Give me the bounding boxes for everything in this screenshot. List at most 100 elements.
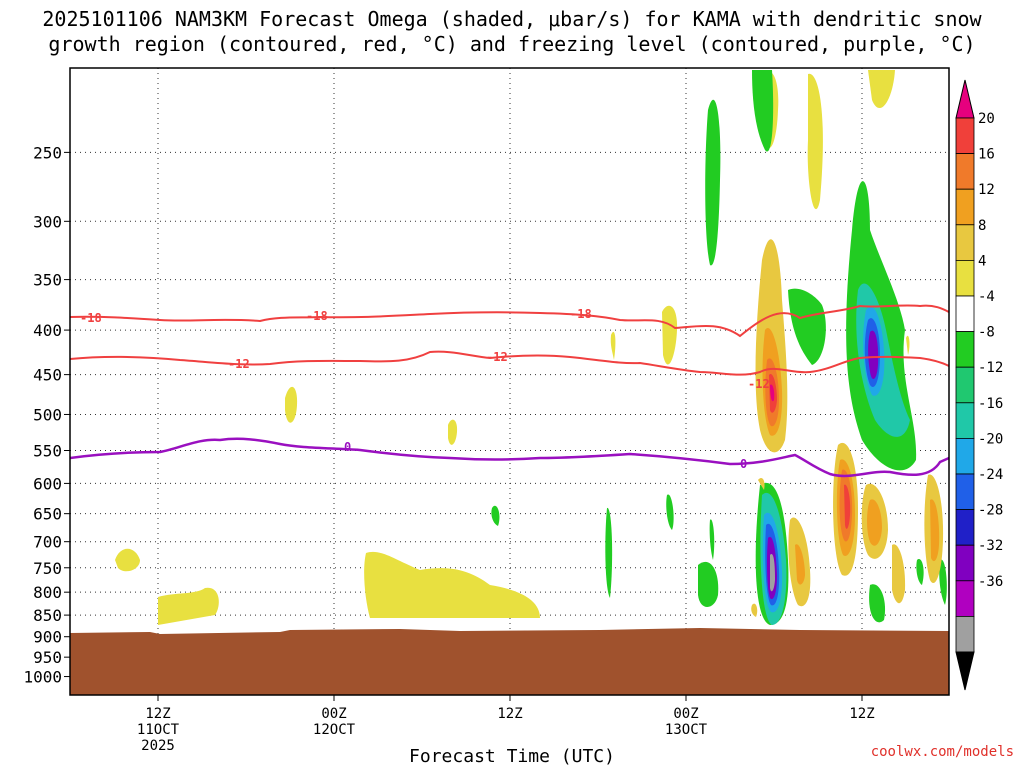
omega-patch <box>115 548 140 572</box>
colorbar-label: 4 <box>978 253 986 269</box>
colorbar-label: -12 <box>978 360 1003 376</box>
y-tick-label: 550 <box>33 442 62 461</box>
omega-patch <box>666 494 674 530</box>
omega-patch <box>758 478 765 490</box>
omega-patch <box>844 484 851 529</box>
y-tick-label: 1000 <box>23 668 62 687</box>
omega-shading <box>115 70 947 625</box>
contour-label: -18 <box>570 307 592 321</box>
omega-patch <box>605 507 613 598</box>
freezing-level-contour <box>70 437 949 478</box>
omega-patch <box>491 505 500 526</box>
omega-patch <box>795 544 805 585</box>
contour-label: 0 <box>740 457 747 471</box>
omega-patch <box>610 331 616 360</box>
y-tick-label: 750 <box>33 559 62 578</box>
y-tick-label: 250 <box>33 143 62 162</box>
colorbar-label: -32 <box>978 538 1003 554</box>
x-tick-label: 12Z <box>145 706 170 722</box>
colorbar-swatch <box>955 509 975 546</box>
x-tick-label: 00Z <box>673 706 698 722</box>
colorbar-label: -4 <box>978 289 995 305</box>
dgz-contours <box>70 304 949 376</box>
colorbar-swatch <box>955 473 975 510</box>
omega-patch <box>868 70 895 109</box>
colorbar-label: -28 <box>978 503 1003 519</box>
colorbar-swatch <box>955 331 975 368</box>
omega-patch <box>751 603 758 617</box>
y-tick-label: 850 <box>33 606 62 625</box>
terrain-fill <box>70 628 949 695</box>
contour-labels: -18 -18 -18 -12 -12 -12 0 0 <box>80 307 770 471</box>
omega-patch <box>770 554 775 592</box>
y-tick-label: 800 <box>33 583 62 602</box>
credit-text: coolwx.com/models <box>870 744 1014 760</box>
colorbar-swatch <box>955 366 975 404</box>
colorbar-swatch <box>955 188 975 226</box>
x-tick-label: 12OCT <box>313 722 356 738</box>
omega-patch <box>916 559 924 585</box>
omega-patch <box>364 551 540 618</box>
contour-label: -18 <box>80 311 102 325</box>
colorbar-swatch <box>955 117 975 154</box>
omega-patch <box>709 519 715 560</box>
omega-patch <box>158 587 219 625</box>
colorbar-label: 20 <box>978 111 995 127</box>
omega-patch <box>788 288 826 365</box>
omega-patch <box>662 305 678 365</box>
omega-patch <box>906 335 910 355</box>
colorbar-label: -24 <box>978 467 1003 483</box>
omega-patch <box>869 584 886 623</box>
contour-label: -12 <box>486 350 508 364</box>
colorbar-label: -36 <box>978 574 1003 590</box>
y-tick-label: 450 <box>33 366 62 385</box>
x-tick-label: 12Z <box>849 706 874 722</box>
y-tick-label: 650 <box>33 505 62 524</box>
chart-title-line1: 2025101106 NAM3KM Forecast Omega (shaded… <box>42 7 982 31</box>
colorbar: 20 16 12 8 4 -4 -8 -12 -16 -20 -24 -28 -32 -36 <box>955 79 1003 691</box>
omega-patch <box>868 330 879 380</box>
y-tick-label: 600 <box>33 474 62 493</box>
x-tick-label: 12Z <box>497 706 522 722</box>
omega-patch <box>939 559 947 605</box>
x-tick-label: 2025 <box>141 738 175 754</box>
colorbar-arrow-top <box>955 79 975 119</box>
contour-label: -18 <box>306 309 328 323</box>
dgz-contour-minus12 <box>70 350 949 376</box>
colorbar-label: -8 <box>978 325 995 341</box>
y-tick-label: 900 <box>33 628 62 647</box>
contour-label: -12 <box>228 357 250 371</box>
colorbar-label: -16 <box>978 396 1003 412</box>
colorbar-label: -20 <box>978 431 1003 447</box>
colorbar-swatch <box>955 259 975 297</box>
x-tick-label: 13OCT <box>665 722 708 738</box>
colorbar-swatch <box>955 153 975 190</box>
colorbar-swatch <box>955 295 975 332</box>
omega-patch <box>807 73 823 210</box>
omega-patch <box>867 499 882 546</box>
y-tick-label: 350 <box>33 271 62 290</box>
colorbar-label: 16 <box>978 147 995 163</box>
colorbar-swatch <box>955 616 975 653</box>
contour-label: -12 <box>748 377 770 391</box>
chart-title-line2: growth region (contoured, red, °C) and f… <box>48 32 976 56</box>
colorbar-swatch <box>955 402 975 439</box>
x-tick-label: 00Z <box>321 706 346 722</box>
colorbar-swatch <box>955 580 975 617</box>
y-tick-label: 300 <box>33 212 62 231</box>
colorbar-swatch <box>955 224 975 261</box>
omega-patch <box>698 561 719 608</box>
colorbar-arrow-bottom <box>955 651 975 691</box>
dgz-contour-minus18 <box>70 304 949 338</box>
omega-patch <box>892 544 906 604</box>
y-tick-label: 400 <box>33 321 62 340</box>
y-tick-label: 500 <box>33 405 62 424</box>
omega-patch <box>770 384 775 402</box>
colorbar-swatch <box>955 544 975 582</box>
colorbar-label: 12 <box>978 182 995 198</box>
y-tick-label: 700 <box>33 533 62 552</box>
omega-patch <box>930 499 940 562</box>
omega-patch <box>752 70 774 152</box>
